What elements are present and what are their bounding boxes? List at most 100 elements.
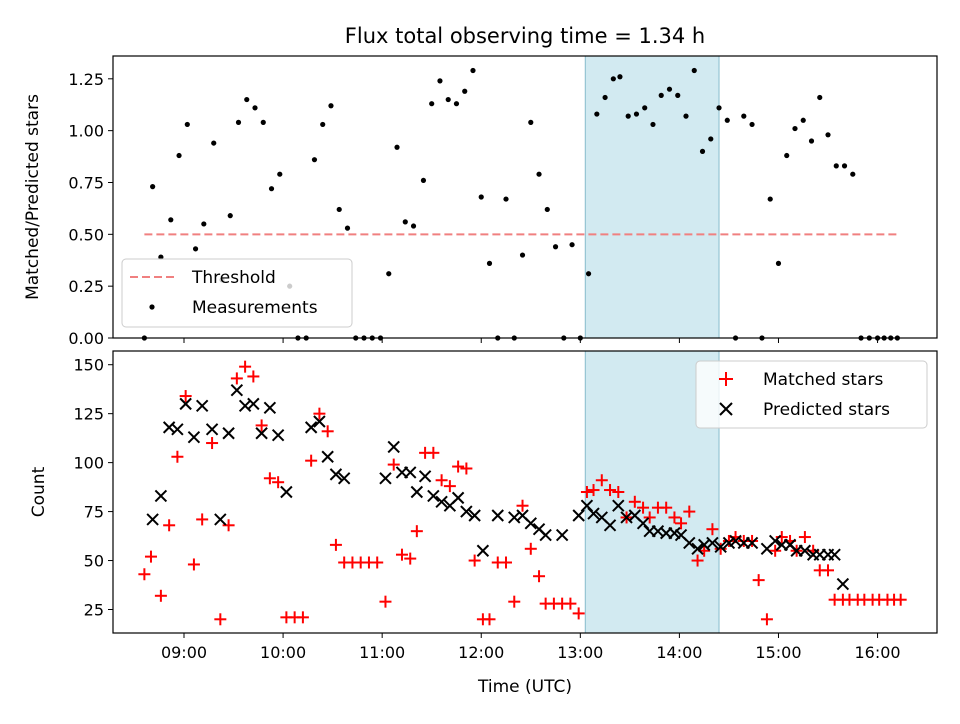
measurement-point — [817, 94, 823, 101]
measurement-point — [211, 140, 217, 146]
y-tick-label: 25 — [84, 601, 104, 620]
predicted-star-point — [828, 548, 841, 561]
matched-star-point — [580, 486, 593, 498]
matched-star-point — [722, 534, 735, 547]
matched-star-point — [163, 519, 176, 532]
measurement-point — [585, 271, 592, 277]
y-tick-label: 0.75 — [68, 173, 104, 192]
legend-matched-swatch — [719, 372, 733, 386]
panel-count: 25 50 75 100 125 150 09:00 10:00 11:00 12:00 13:0… — [29, 350, 938, 697]
matched-star-point — [272, 476, 285, 489]
matched-star-point — [769, 544, 782, 557]
measurement-point — [691, 67, 697, 74]
chart-title: Flux total observing time = 1.34 h — [345, 24, 705, 48]
measurement-point — [402, 219, 408, 225]
measurement-point — [260, 119, 266, 125]
predicted-star-point — [555, 528, 569, 542]
measurement-point — [724, 117, 730, 123]
matched-star-point — [321, 425, 334, 438]
bottom-y-axis-ticks: 25 50 75 100 125 150 — [73, 356, 113, 620]
measurement-point — [503, 196, 509, 202]
matched-star-point — [443, 480, 456, 493]
y-tick-label: 125 — [73, 405, 104, 424]
predicted-star-point — [572, 509, 585, 522]
matched-star-point — [410, 525, 423, 538]
measurement-point — [666, 86, 673, 92]
measurement-point — [168, 217, 174, 223]
predicted-star-point — [603, 519, 617, 532]
y-tick-label: 1.00 — [68, 122, 104, 141]
measurement-point — [536, 171, 542, 177]
measurement-point — [445, 96, 451, 103]
matched-star-point — [604, 484, 617, 497]
matched-star-point — [628, 495, 641, 508]
measurement-point — [800, 117, 806, 123]
measurement-point — [158, 254, 164, 260]
y-tick-label: 1.25 — [68, 70, 104, 89]
measurement-point — [336, 206, 342, 213]
matched-star-point — [564, 597, 577, 610]
predicted-star-point — [410, 485, 424, 499]
predicted-star-point — [171, 423, 184, 436]
matched-star-point — [313, 407, 326, 420]
predicted-star-point — [329, 468, 343, 481]
x-tick-label: 14:00 — [656, 643, 702, 662]
matched-star-point — [508, 595, 521, 608]
x-tick-label: 16:00 — [854, 643, 900, 662]
x-axis-label: Time (UTC) — [477, 677, 572, 697]
measurement-point — [486, 260, 493, 266]
measurement-point — [683, 113, 689, 119]
matched-star-point — [483, 613, 496, 626]
predicted-star-point — [612, 499, 625, 512]
measurement-point — [833, 163, 839, 169]
predicted-star-point — [427, 489, 440, 503]
x-tick-label: 10:00 — [260, 643, 306, 662]
measurement-point — [429, 101, 435, 107]
matched-star-point — [612, 486, 625, 498]
measurement-point — [675, 92, 681, 98]
matched-star-point — [746, 534, 759, 547]
predicted-star-point — [706, 536, 719, 550]
predicted-star-point — [247, 397, 260, 411]
legend-matched-label: Matched stars — [763, 370, 883, 390]
matched-star-point — [435, 474, 448, 487]
top-legend: Threshold Measurements — [121, 258, 353, 328]
predicted-star-point — [222, 427, 235, 440]
matched-star-point — [222, 519, 235, 532]
measurement-point — [386, 271, 392, 277]
matched-star-point — [572, 607, 585, 620]
measurement-point — [528, 119, 534, 125]
legend-measurements-swatch — [149, 304, 155, 310]
measurement-point — [268, 186, 275, 192]
matched-star-point — [637, 501, 650, 514]
matched-star-point — [144, 550, 157, 563]
bottom-legend-box — [695, 360, 928, 429]
measurement-point — [841, 163, 848, 169]
y-tick-label: 75 — [84, 503, 104, 522]
matched-star-point — [691, 554, 704, 567]
predicted-star-point — [798, 544, 812, 557]
bottom-x-axis-ticks: 09:00 10:00 11:00 12:00 13:00 14:00 15:00 16:00 — [161, 633, 901, 662]
matched-star-point — [230, 372, 243, 385]
predicted-star-point — [337, 472, 351, 485]
measurement-point — [825, 132, 831, 138]
predicted-star-point — [404, 466, 417, 479]
matched-star-point — [516, 499, 529, 512]
matched-star-point — [404, 552, 417, 565]
measurement-point — [478, 194, 484, 200]
predicted-star-point — [435, 495, 448, 508]
matched-star-point — [452, 460, 465, 473]
matched-star-point — [468, 554, 481, 567]
matched-star-point — [714, 542, 727, 555]
top-axes-frame — [112, 55, 938, 339]
x-tick-label: 13:00 — [557, 643, 603, 662]
matched-star-point — [255, 419, 268, 432]
matched-star-point — [371, 556, 384, 569]
measurement-point — [552, 244, 559, 250]
measurement-point — [767, 196, 773, 202]
bottom-legend: Matched stars Predicted stars — [695, 360, 928, 429]
matched-star-point — [427, 446, 440, 459]
measurement-point — [642, 105, 648, 111]
top-y-axis-ticks: 0.00 0.25 0.50 0.75 1.00 1.25 — [68, 70, 113, 348]
